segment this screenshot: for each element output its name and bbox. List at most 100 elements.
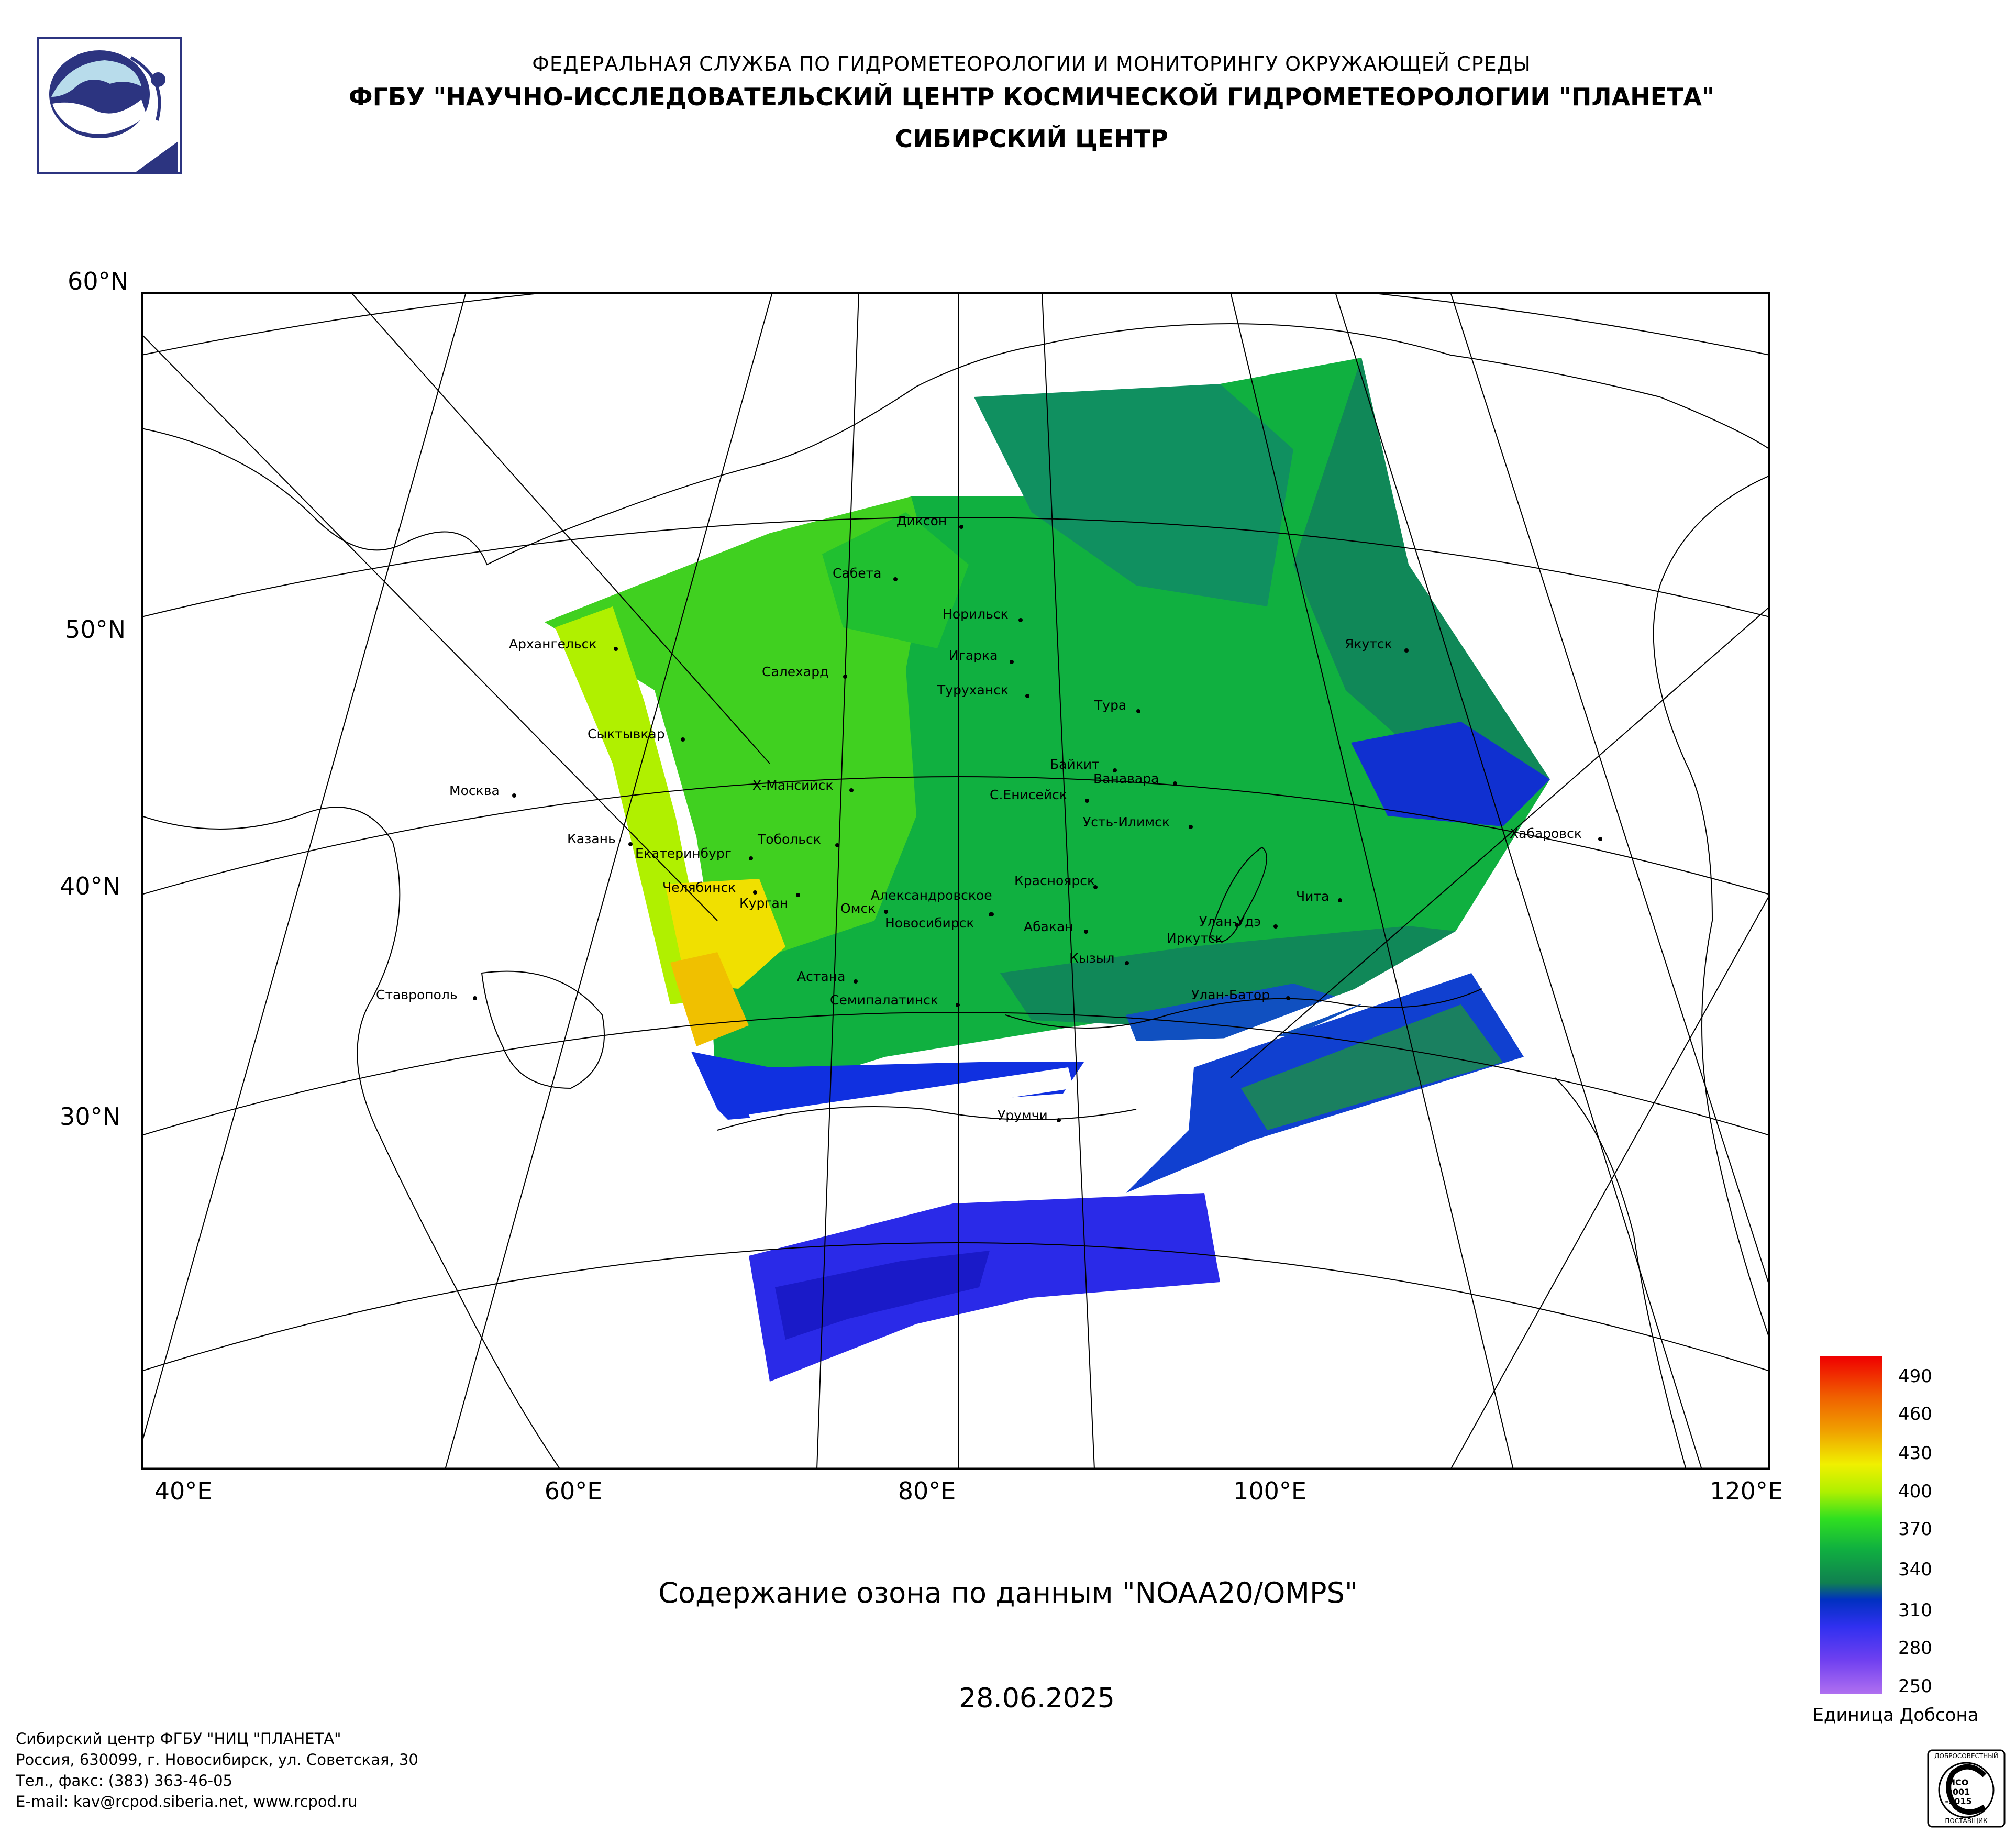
city-dot	[749, 856, 753, 860]
city-label: Новосибирск	[885, 915, 974, 931]
city-dot	[1125, 961, 1129, 965]
scale-tick: 370	[1898, 1519, 1932, 1540]
ozone-swath	[545, 358, 1550, 1382]
city-dot	[473, 996, 477, 1000]
city-dot	[1085, 799, 1089, 803]
city-dot	[1025, 694, 1029, 698]
lon-label-120: 120°E	[1710, 1477, 1783, 1505]
city-label: Александровское	[871, 888, 992, 903]
city-label: Тура	[1094, 698, 1127, 713]
header-institute: ФГБУ "НАУЧНО-ИССЛЕДОВАТЕЛЬСКИЙ ЦЕНТР КОС…	[349, 83, 1714, 111]
city-label: Москва	[449, 783, 500, 798]
scale-tick: 430	[1898, 1443, 1932, 1464]
city-dot	[1113, 768, 1117, 772]
city-dot	[628, 842, 633, 846]
city-label: Екатеринбург	[635, 846, 732, 861]
city-dot	[681, 737, 685, 742]
iso-badge-top: ДОБРОСОВЕСТНЫЙ	[1934, 1752, 1998, 1760]
city-label: Якутск	[1345, 636, 1392, 652]
ozone-map	[141, 292, 1770, 1470]
lat-label-60: 60°N	[68, 267, 128, 295]
city-dot	[753, 890, 757, 895]
city-label: Красноярск	[1014, 873, 1095, 888]
city-label: Салехард	[762, 664, 829, 679]
footer-email: E-mail: kav@rcpod.siberia.net, www.rcpod…	[16, 1793, 358, 1810]
city-dot	[1273, 924, 1278, 929]
city-label: Х-Мансийск	[752, 778, 834, 793]
planeta-logo	[37, 37, 182, 174]
coastlines	[141, 323, 1770, 1470]
city-label: Иркутск	[1167, 931, 1223, 946]
city-dot	[1057, 1118, 1061, 1122]
city-label: Казань	[567, 831, 616, 846]
city-dot	[1338, 898, 1342, 902]
city-label: Сабета	[833, 566, 882, 581]
city-label: С.Енисейск	[990, 787, 1068, 802]
city-dot	[1404, 648, 1409, 653]
city-label: Ванавара	[1093, 771, 1159, 786]
city-label: Ставрополь	[376, 987, 458, 1002]
city-label: Курган	[739, 896, 789, 911]
city-label: Диксон	[896, 513, 947, 528]
city-dot	[1136, 709, 1140, 713]
city-dot	[1018, 618, 1023, 622]
city-dot	[1084, 930, 1088, 934]
city-label: Хабаровск	[1510, 826, 1582, 841]
city-dot	[1235, 923, 1239, 927]
footer-address: Россия, 630099, г. Новосибирск, ул. Сове…	[16, 1751, 418, 1769]
city-dot	[1093, 885, 1098, 889]
city-label: Урумчи	[998, 1108, 1048, 1123]
city-dot	[893, 577, 898, 581]
header-center: СИБИРСКИЙ ЦЕНТР	[895, 125, 1168, 153]
footer-contacts: Сибирский центр ФГБУ "НИЦ "ПЛАНЕТА" Росс…	[16, 1728, 418, 1812]
city-dot	[1598, 837, 1602, 841]
lon-label-80: 80°E	[898, 1477, 956, 1505]
city-label: Челябинск	[662, 880, 736, 895]
iso-badge-mid2: 9001	[1946, 1787, 1970, 1797]
graticule	[141, 292, 1770, 1470]
iso-badge-label: ИСО 9001 -2015	[1937, 1778, 1979, 1806]
city-dot	[835, 843, 839, 847]
city-label: Усть-Илимск	[1083, 814, 1170, 830]
lat-label-30: 30°N	[60, 1102, 120, 1131]
iso-badge-mid1: ИСО	[1948, 1777, 1969, 1787]
city-dot	[1189, 825, 1193, 829]
city-label: Семипалатинск	[830, 992, 938, 1008]
lon-label-60: 60°E	[544, 1477, 603, 1505]
scale-tick: 490	[1898, 1366, 1932, 1387]
city-label: Астана	[797, 969, 846, 984]
city-label: Тобольск	[758, 832, 821, 847]
city-label: Архангельск	[509, 636, 597, 652]
city-dot	[1010, 660, 1014, 664]
city-dot	[1173, 781, 1177, 786]
lon-label-40: 40°E	[154, 1477, 213, 1505]
city-label: Кызыл	[1069, 951, 1115, 966]
scale-tick: 310	[1898, 1600, 1932, 1621]
footer-org: Сибирский центр ФГБУ "НИЦ "ПЛАНЕТА"	[16, 1730, 341, 1748]
city-dot	[843, 675, 847, 679]
city-dot	[989, 912, 993, 916]
scale-unit: Единица Добсона	[1812, 1705, 1979, 1726]
city-label: Улан-Батор	[1191, 987, 1270, 1002]
city-dot	[614, 647, 618, 651]
map-subtitle: Содержание озона по данным "NOAA20/OMPS"	[658, 1576, 1358, 1609]
city-dot	[796, 893, 800, 897]
color-scale	[1820, 1356, 1882, 1694]
city-dot	[512, 793, 516, 798]
footer-phone: Тел., факс: (383) 363-46-05	[16, 1772, 233, 1790]
scale-tick: 460	[1898, 1404, 1932, 1425]
city-dot	[956, 1003, 960, 1007]
city-label: Чита	[1296, 889, 1330, 904]
city-dot	[959, 525, 963, 529]
iso-badge-bottom: ПОСТАВЩИК	[1945, 1817, 1988, 1825]
city-label: Абакан	[1024, 919, 1073, 934]
city-label: Байкит	[1050, 757, 1100, 772]
map-date: 28.06.2025	[959, 1683, 1115, 1714]
city-label: Омск	[840, 901, 876, 916]
city-label: Игарка	[949, 648, 998, 663]
lat-label-50: 50°N	[65, 615, 126, 644]
city-label: Туруханск	[937, 682, 1009, 698]
city-dot	[854, 979, 858, 984]
header-agency: ФЕДЕРАЛЬНАЯ СЛУЖБА ПО ГИДРОМЕТЕОРОЛОГИИ …	[532, 52, 1531, 75]
scale-tick: 250	[1898, 1676, 1932, 1697]
